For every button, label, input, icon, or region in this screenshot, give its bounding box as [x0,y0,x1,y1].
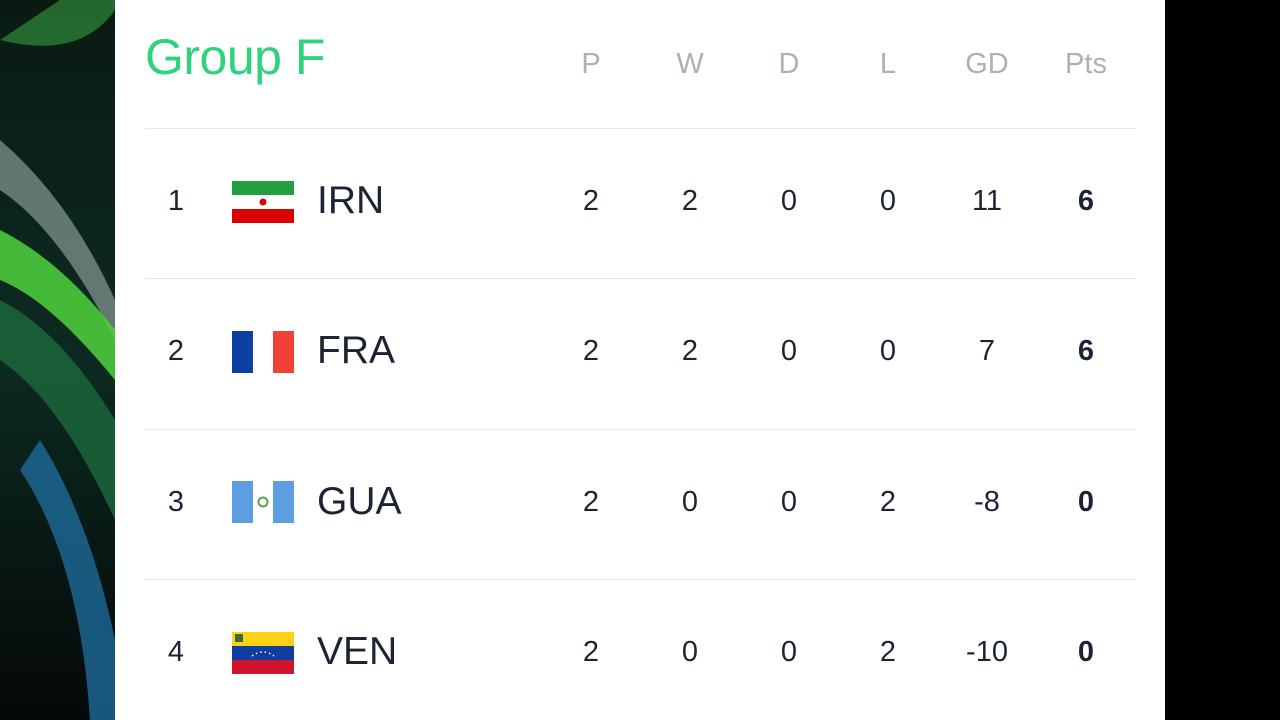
stat-value: -8 [974,485,1000,518]
column-header: D [778,48,800,80]
row-divider [145,579,1136,580]
column-header: L [879,48,897,80]
stat-value: 0 [879,335,897,368]
row-divider [145,128,1136,129]
stat-value: 0 [1077,635,1095,668]
flag-iran [232,181,294,223]
rank: 2 [167,335,185,368]
group-title: Group F [145,29,325,85]
stat-value: -10 [966,635,1008,668]
stat-value: 2 [879,485,897,518]
team-code: FRA [317,329,395,373]
stat-value: 0 [780,635,798,668]
stat-value: 11 [971,185,1003,217]
stat-value: 0 [681,635,699,668]
stat-value: 0 [780,485,798,518]
stat-value: 2 [582,185,600,217]
row-divider [145,429,1136,430]
stat-value: 0 [780,335,798,368]
column-header: GD [965,48,1009,80]
column-header: P [581,48,601,80]
flag-france [232,331,294,373]
column-header: W [676,48,704,80]
stat-value: 2 [582,635,600,668]
background-art [0,0,115,720]
stat-value: 7 [978,335,996,368]
stat-value: 0 [879,185,897,217]
stat-value: 0 [780,185,798,217]
team-code: GUA [317,479,402,523]
rank: 1 [167,185,185,217]
stat-value: 2 [681,185,699,217]
stat-value: 2 [879,635,897,668]
stat-value: 0 [681,485,699,518]
row-divider [145,278,1136,279]
flag-guatemala [232,481,294,523]
stat-value: 2 [681,335,699,368]
stat-value: 0 [1077,485,1095,518]
team-code: IRN [317,179,385,222]
rank: 3 [167,485,185,518]
stat-value: 6 [1077,335,1095,368]
stat-value: 2 [582,335,600,368]
flag-venezuela [232,632,294,674]
column-header: Pts [1065,48,1107,80]
rank: 4 [167,635,185,668]
team-code: VEN [317,629,398,673]
stat-value: 2 [582,485,600,518]
stat-value: 6 [1077,185,1095,217]
